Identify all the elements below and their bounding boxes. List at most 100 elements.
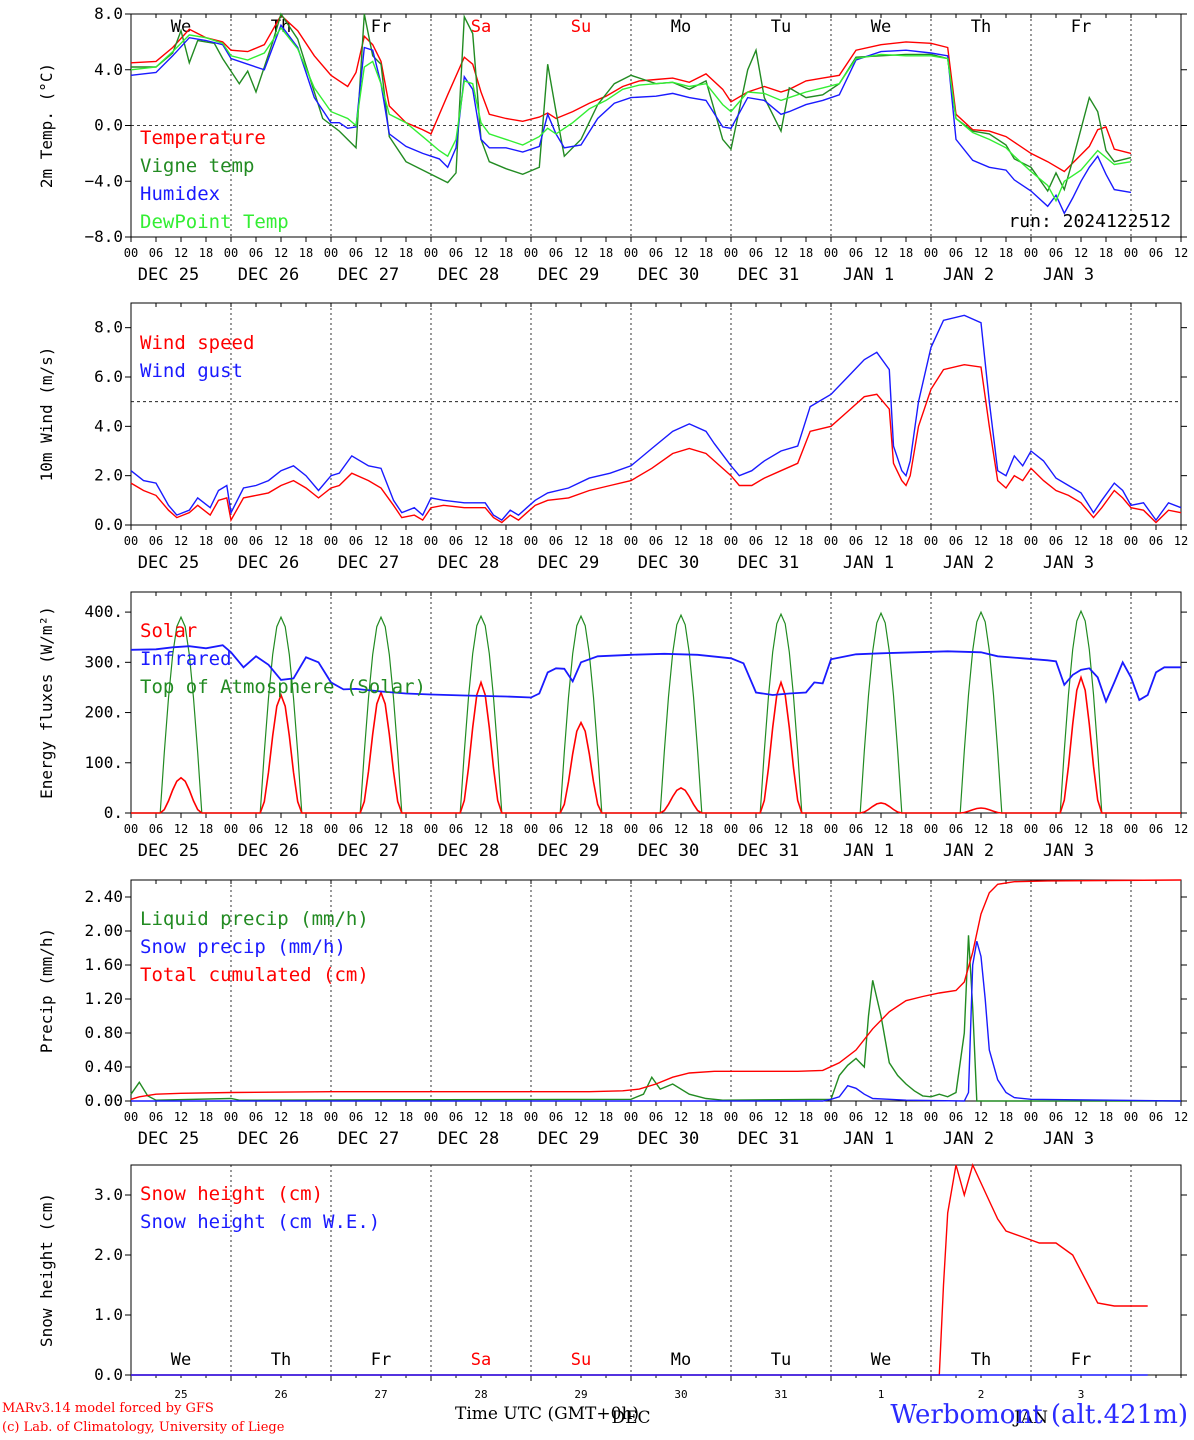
x-hour-label: 00 bbox=[1024, 822, 1038, 836]
x-hour-label: 00 bbox=[524, 246, 538, 260]
y-tick-label: 8.0 bbox=[94, 318, 123, 337]
x-hour-label: 12 bbox=[974, 246, 988, 260]
x-hour-label: 18 bbox=[599, 246, 613, 260]
x-date-label: DEC 25 bbox=[138, 553, 199, 573]
x-date-label: DEC 31 bbox=[738, 265, 799, 285]
x-date-label: DEC 28 bbox=[438, 1129, 499, 1149]
legend-entry: Snow height (cm) bbox=[140, 1183, 323, 1205]
x-hour-label: 18 bbox=[499, 246, 513, 260]
x-hour-label: 18 bbox=[699, 822, 713, 836]
x-hour-label: 06 bbox=[949, 534, 963, 548]
legend-entry: Temperature bbox=[140, 127, 266, 149]
legend-entry: Top of Atmosphere (Solar) bbox=[140, 676, 426, 698]
x-hour-label: 18 bbox=[499, 822, 513, 836]
x-hour-label: 00 bbox=[224, 822, 238, 836]
x-date-label: JAN 2 bbox=[943, 841, 994, 861]
x-hour-label: 06 bbox=[249, 1110, 263, 1124]
x-hour-label: 12 bbox=[174, 534, 188, 548]
x-hour-label: 12 bbox=[374, 246, 388, 260]
x-hour-label: 12 bbox=[1074, 534, 1088, 548]
x-hour-label: 00 bbox=[824, 534, 838, 548]
x-hour-label: 00 bbox=[1024, 534, 1038, 548]
x-hour-label: 18 bbox=[699, 534, 713, 548]
day-letter: Fr bbox=[1071, 1350, 1091, 1370]
y-tick-label: 1.20 bbox=[84, 989, 123, 1008]
x-hour-label: 06 bbox=[1049, 246, 1063, 260]
x-date-label: DEC 26 bbox=[238, 1129, 299, 1149]
x-hour-label: 12 bbox=[574, 1110, 588, 1124]
panel-3: 400. 300. 200. 100. 0. Energy fluxes (W/m²) 00… bbox=[37, 591, 1188, 861]
x-hour-label: 06 bbox=[449, 1110, 463, 1124]
legend-entry: Vigne temp bbox=[140, 155, 254, 177]
x-hour-label: 18 bbox=[899, 534, 913, 548]
y-axis-label: Energy fluxes (W/m²) bbox=[37, 606, 56, 799]
x-hour-label: 06 bbox=[449, 822, 463, 836]
x-hour-label: 18 bbox=[999, 246, 1013, 260]
x-hour-label: 00 bbox=[624, 534, 638, 548]
legend-entry: Solar bbox=[140, 620, 197, 642]
day-letter: Su bbox=[571, 17, 591, 37]
x-hour-label: 00 bbox=[1124, 822, 1138, 836]
x-hour-label: 00 bbox=[1024, 246, 1038, 260]
panel-1: 8.0 4.0 0.0 −4.0 −8.0 2m Temp. (°C) 00 06 12 18 00… bbox=[37, 4, 1188, 285]
x-hour-label: 06 bbox=[649, 1110, 663, 1124]
x-hour-label: 12 bbox=[374, 822, 388, 836]
x-date-label: DEC 31 bbox=[738, 841, 799, 861]
panel-5: 3.0 2.0 1.0 0.0 Snow height (cm) We Th Fr Sa Su Mo… bbox=[37, 1162, 1187, 1428]
x-hour-label: 06 bbox=[549, 822, 563, 836]
series-snow-height-cm- bbox=[131, 1162, 1148, 1376]
x-hour-label: 12 bbox=[474, 1110, 488, 1124]
x-hour-label: 12 bbox=[774, 534, 788, 548]
x-hour-label: 00 bbox=[624, 246, 638, 260]
x-hour-label: 06 bbox=[1149, 246, 1163, 260]
y-axis-label: 10m Wind (m/s) bbox=[37, 347, 56, 482]
y-tick-label: 0.0 bbox=[94, 116, 123, 135]
x-hour-label: 00 bbox=[1124, 1110, 1138, 1124]
x-hour-label: 12 bbox=[274, 246, 288, 260]
legend-entry: Liquid precip (mm/h) bbox=[140, 908, 369, 930]
x-hour-label: 12 bbox=[874, 822, 888, 836]
x-date-label: DEC 26 bbox=[238, 841, 299, 861]
x-hour-label: 18 bbox=[1099, 534, 1113, 548]
x-date-label: JAN 1 bbox=[843, 1129, 894, 1149]
x-hour-label: 18 bbox=[799, 534, 813, 548]
day-number: 26 bbox=[274, 1388, 287, 1401]
x-hour-label: 00 bbox=[824, 1110, 838, 1124]
x-hour-label: 18 bbox=[299, 1110, 313, 1124]
series-toa-solar bbox=[131, 609, 1181, 814]
x-hour-label: 06 bbox=[1149, 1110, 1163, 1124]
y-tick-label: 300. bbox=[84, 652, 123, 671]
x-hour-label: 00 bbox=[924, 246, 938, 260]
series-total-cumulated-cm- bbox=[130, 879, 1182, 1100]
day-letter: Th bbox=[271, 1350, 291, 1370]
x-hour-label: 18 bbox=[799, 246, 813, 260]
x-date-label: DEC 29 bbox=[538, 1129, 599, 1149]
series-snow-precip-mm-h- bbox=[131, 941, 1182, 1102]
x-hour-label: 00 bbox=[324, 1110, 338, 1124]
y-tick-label: 2.0 bbox=[94, 1245, 123, 1264]
legend-entry: Infrared bbox=[140, 648, 232, 670]
x-hour-label: 00 bbox=[324, 534, 338, 548]
day-letter: Mo bbox=[671, 17, 691, 37]
x-hour-label: 00 bbox=[224, 246, 238, 260]
day-letter: Th bbox=[971, 17, 991, 37]
x-hour-label: 18 bbox=[399, 534, 413, 548]
y-tick-label: 2.40 bbox=[84, 887, 123, 906]
day-letter: We bbox=[171, 17, 191, 37]
legend-entry: Total cumulated (cm) bbox=[140, 964, 369, 986]
y-tick-label: 0.40 bbox=[84, 1057, 123, 1076]
x-hour-label: 12 bbox=[974, 822, 988, 836]
x-hour-label: 12 bbox=[1174, 246, 1188, 260]
x-hour-label: 06 bbox=[1049, 1110, 1063, 1124]
x-hour-label: 12 bbox=[674, 534, 688, 548]
x-date-label: DEC 25 bbox=[138, 841, 199, 861]
day-letter: Tu bbox=[771, 1350, 791, 1370]
x-hour-label: 06 bbox=[349, 822, 363, 836]
credit-lab: (c) Lab. of Climatology, University of L… bbox=[2, 1420, 285, 1435]
x-date-label: JAN 3 bbox=[1043, 553, 1094, 573]
x-hour-label: 00 bbox=[924, 822, 938, 836]
x-date-label: DEC 31 bbox=[738, 553, 799, 573]
x-hour-label: 00 bbox=[724, 246, 738, 260]
x-hour-label: 00 bbox=[524, 1110, 538, 1124]
x-hour-label: 00 bbox=[424, 822, 438, 836]
